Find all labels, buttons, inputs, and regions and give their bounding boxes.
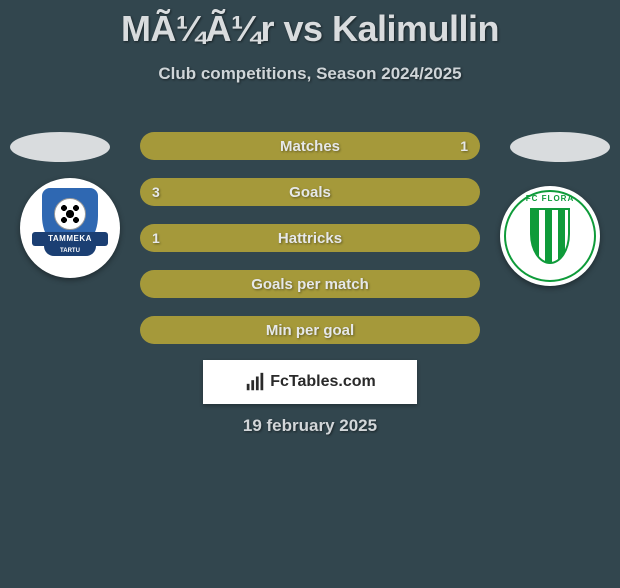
stat-label: Min per goal [266,322,354,339]
bar-chart-icon [244,371,266,393]
left-club-name: TAMMEKA [32,232,108,246]
left-club-sub: TARTU [44,246,96,256]
stat-right-value: 1 [460,138,468,154]
club-badge-right: FC FLORA [500,186,600,286]
stat-left-value: 1 [152,230,160,246]
watermark-text: FcTables.com [270,373,376,391]
page-title: MÃ¼Ã¼r vs Kalimullin [0,8,620,50]
player-photo-left [10,132,110,162]
right-club-name: FC FLORA [500,194,600,203]
player-photo-right [510,132,610,162]
stat-row-hattricks: 1 Hattricks [140,224,480,252]
stat-row-goals-per-match: Goals per match [140,270,480,298]
stat-left-value: 3 [152,184,160,200]
club-badge-left: TAMMEKA TARTU [20,178,120,278]
date: 19 february 2025 [0,416,620,436]
stat-label: Goals [289,184,331,201]
stats-panel: Matches 1 3 Goals 1 Hattricks Goals per … [140,132,480,362]
subtitle: Club competitions, Season 2024/2025 [0,64,620,84]
stat-label: Hattricks [278,230,342,247]
stat-row-matches: Matches 1 [140,132,480,160]
watermark: FcTables.com [203,360,417,404]
stat-label: Goals per match [251,276,369,293]
stat-row-min-per-goal: Min per goal [140,316,480,344]
stat-label: Matches [280,138,340,155]
stat-row-goals: 3 Goals [140,178,480,206]
